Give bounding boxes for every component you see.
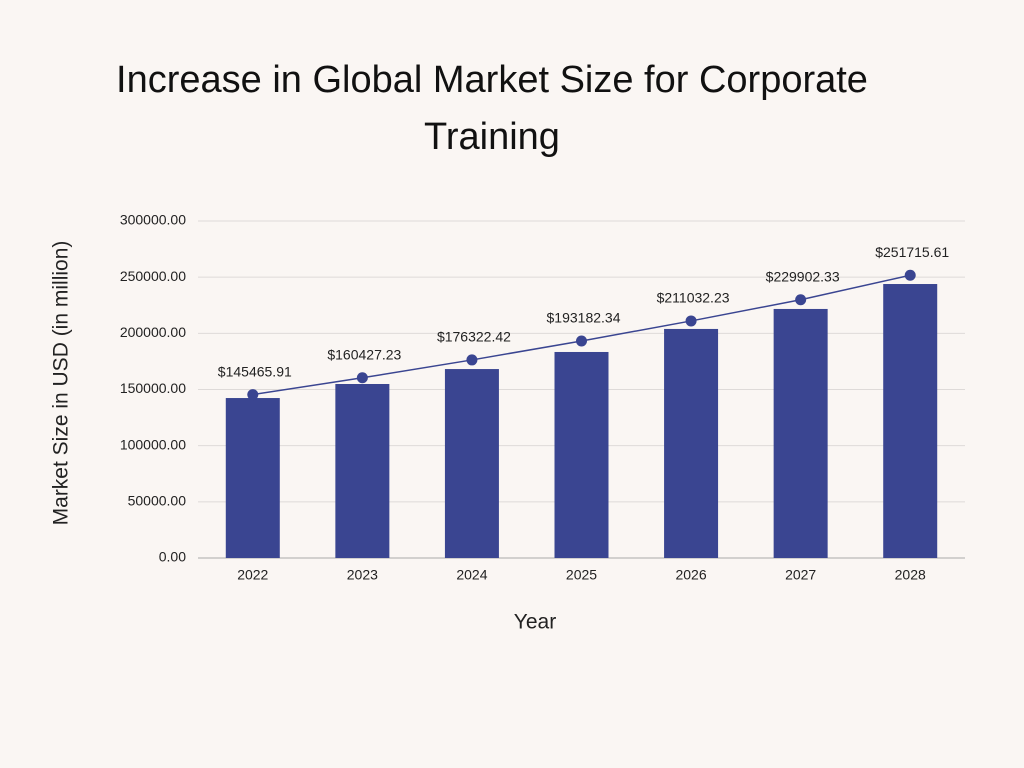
y-tick-label: 250000.00: [120, 268, 186, 284]
x-tick-label: 2026: [675, 567, 706, 583]
point: [356, 372, 368, 384]
x-tick-label: 2028: [895, 567, 926, 583]
point: [466, 354, 478, 366]
y-tick-label: 50000.00: [128, 493, 187, 509]
point: [247, 389, 259, 401]
value-label: $211032.23: [657, 290, 730, 306]
point: [576, 335, 587, 347]
x-tick-label: 2027: [785, 567, 816, 583]
bar: [225, 398, 280, 558]
value-label: $251715.61: [875, 244, 949, 260]
bar: [444, 369, 499, 558]
x-tick-label: 2024: [456, 567, 487, 583]
y-axis-label: Market Size in USD (in million): [50, 241, 73, 526]
x-tick-label: 2023: [347, 567, 378, 583]
point: [685, 315, 697, 327]
value-label: $229902.33: [766, 268, 840, 284]
y-tick-label: 100000.00: [120, 436, 186, 452]
chart-title: Increase in Global Market Size for Corpo…: [116, 59, 868, 158]
bar: [773, 308, 828, 558]
value-label: $160427.23: [327, 346, 401, 362]
y-tick-label: 200000.00: [120, 324, 186, 340]
bar: [335, 383, 390, 558]
x-tick-label: 2022: [237, 567, 268, 583]
y-tick-label: 150000.00: [120, 380, 186, 396]
value-label: $176322.42: [437, 329, 511, 345]
bar: [883, 284, 938, 558]
value-label: $193182.34: [547, 310, 621, 326]
x-axis-label: Year: [514, 611, 556, 634]
bar: [664, 328, 719, 558]
bar: [554, 351, 609, 558]
point: [795, 294, 807, 306]
value-label: $145465.91: [218, 363, 292, 379]
point: [904, 269, 916, 281]
x-tick-label: 2025: [566, 567, 597, 583]
y-tick-label: 0.00: [159, 549, 186, 565]
y-tick-label: 300000.00: [120, 212, 186, 228]
